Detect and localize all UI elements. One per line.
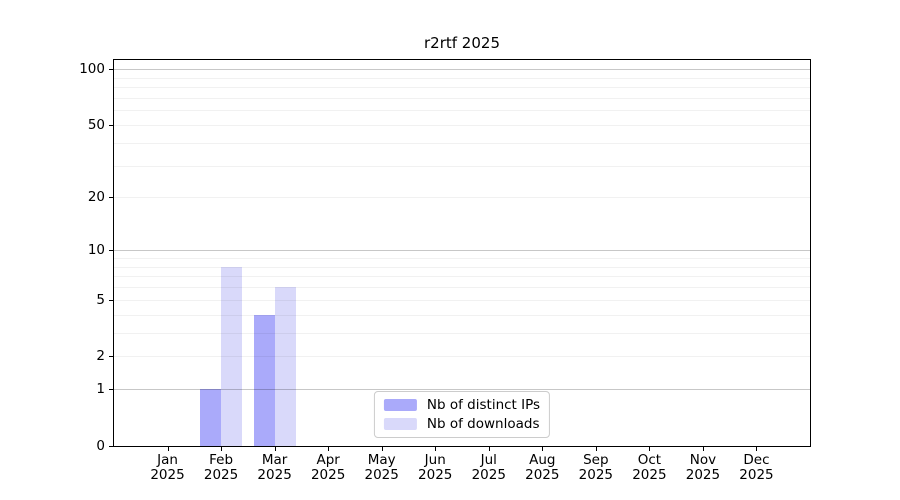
x-tick-mark: [489, 446, 490, 451]
gridline: [114, 258, 810, 259]
gridline: [114, 250, 810, 251]
gridline: [114, 333, 810, 334]
x-tick-label: Mar 2025: [257, 452, 292, 483]
x-tick-label: Jun 2025: [418, 452, 453, 483]
x-tick-label: Feb 2025: [203, 452, 239, 483]
gridline: [114, 166, 810, 167]
x-tick-label: Dec 2025: [739, 452, 774, 483]
bar-downloads: [221, 266, 243, 446]
legend-swatch-downloads: [383, 418, 417, 430]
y-tick-mark: [109, 197, 114, 198]
x-tick-mark: [596, 446, 597, 451]
gridline: [114, 87, 810, 88]
y-tick-mark: [109, 446, 114, 447]
y-tick-label: 100: [79, 61, 105, 78]
legend-item-downloads: Nb of downloads: [383, 416, 540, 432]
x-tick-mark: [542, 446, 543, 451]
y-tick-label: 10: [87, 242, 105, 259]
legend-label-distinct-ips: Nb of distinct IPs: [426, 397, 541, 413]
gridline: [114, 356, 810, 357]
legend-swatch-distinct-ips: [383, 399, 417, 411]
y-tick-mark: [109, 69, 114, 70]
x-tick-mark: [168, 446, 169, 451]
x-tick-mark: [703, 446, 704, 451]
x-tick-mark: [382, 446, 383, 451]
legend: Nb of distinct IPs Nb of downloads: [373, 391, 551, 438]
gridline: [114, 143, 810, 144]
x-tick-label: Apr 2025: [310, 452, 346, 483]
y-tick-label: 20: [87, 189, 105, 206]
gridline: [114, 69, 810, 70]
y-tick-mark: [109, 125, 114, 126]
gridline: [114, 197, 810, 198]
x-tick-label: Aug 2025: [525, 452, 560, 483]
bar-distinct-ips: [253, 314, 275, 446]
y-tick-mark: [109, 250, 114, 251]
x-tick-label: Jan 2025: [150, 452, 185, 483]
gridline: [114, 125, 810, 126]
x-tick-mark: [435, 446, 436, 451]
y-tick-mark: [109, 356, 114, 357]
x-tick-mark: [649, 446, 650, 451]
gridline: [114, 110, 810, 111]
y-tick-label: 0: [96, 438, 105, 454]
plot-frame: [113, 59, 811, 447]
x-tick-label: Jul 2025: [471, 452, 506, 483]
legend-label-downloads: Nb of downloads: [426, 416, 540, 432]
bar-downloads: [274, 287, 296, 446]
y-tick-mark: [109, 300, 114, 301]
y-tick-label: 1: [96, 381, 105, 398]
bar-distinct-ips: [200, 389, 222, 446]
x-tick-label: Oct 2025: [632, 452, 667, 483]
gridline: [114, 78, 810, 79]
gridline: [114, 315, 810, 316]
x-tick-mark: [328, 446, 329, 451]
x-tick-mark: [275, 446, 276, 451]
gridline: [114, 287, 810, 288]
gridline: [114, 98, 810, 99]
x-tick-label: Sep 2025: [578, 452, 614, 483]
gridline: [114, 300, 810, 301]
chart-title: r2rtf 2025: [424, 34, 500, 52]
legend-item-distinct-ips: Nb of distinct IPs: [383, 397, 541, 413]
y-tick-label: 50: [87, 116, 105, 133]
x-tick-label: Nov 2025: [685, 452, 721, 483]
x-tick-mark: [221, 446, 222, 451]
plot-area: Nb of distinct IPs Nb of downloads 0 1 2 5 1…: [79, 60, 810, 483]
gridline: [114, 276, 810, 277]
x-tick-label: May 2025: [364, 452, 399, 483]
y-tick-label: 2: [96, 348, 105, 365]
gridline: [114, 267, 810, 268]
y-tick-label: 5: [96, 291, 105, 308]
y-tick-mark: [109, 389, 114, 390]
x-tick-mark: [756, 446, 757, 451]
